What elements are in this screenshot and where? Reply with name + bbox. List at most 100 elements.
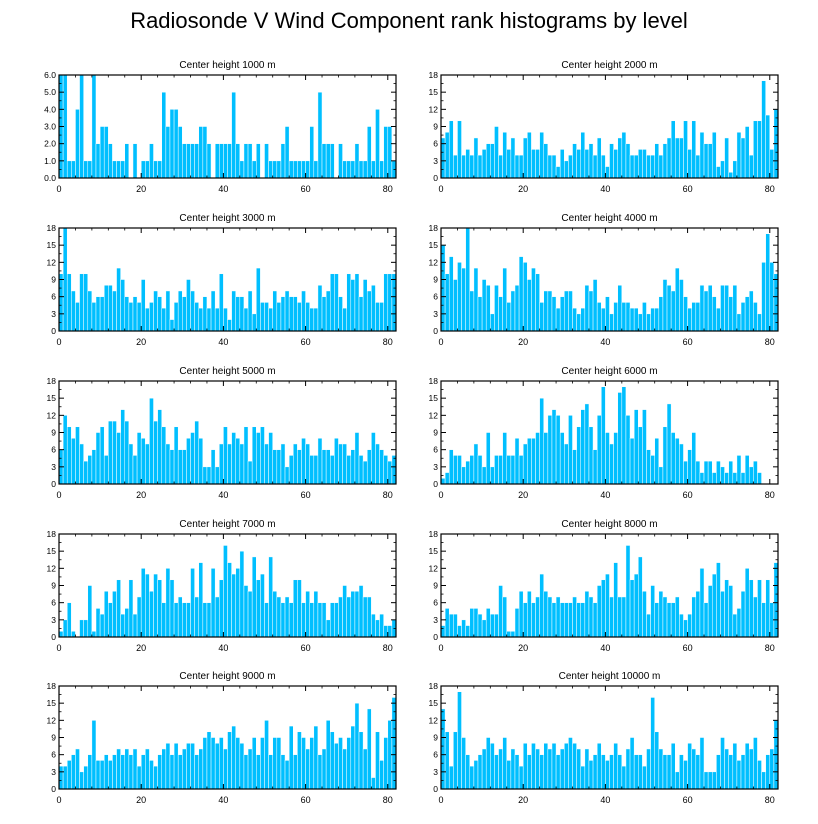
histogram-bar	[186, 742, 191, 790]
histogram-bar	[132, 296, 138, 332]
histogram-bar	[580, 307, 586, 332]
histogram-bar	[354, 432, 360, 485]
histogram-bar	[375, 302, 380, 332]
histogram-bar	[95, 432, 101, 485]
histogram-bar	[375, 731, 380, 790]
histogram-bar	[305, 748, 310, 790]
histogram-bar	[354, 273, 360, 332]
histogram-bar	[165, 742, 171, 790]
histogram-bar	[214, 307, 220, 332]
histogram-bar	[658, 466, 664, 485]
histogram-bar	[535, 596, 540, 638]
histogram-bar	[699, 568, 705, 638]
histogram-bar	[103, 284, 109, 332]
histogram-bar	[358, 585, 364, 638]
histogram-bar	[740, 302, 746, 332]
histogram-bar	[531, 602, 536, 638]
histogram-bar	[198, 748, 204, 790]
histogram-bar	[338, 737, 343, 790]
histogram-bar	[297, 731, 302, 790]
histogram-bar	[112, 420, 117, 485]
histogram-bar	[498, 154, 503, 179]
histogram-bar	[62, 765, 68, 790]
histogram-bar	[297, 579, 302, 638]
histogram-bar	[366, 708, 372, 790]
histogram-bar	[276, 596, 282, 638]
histogram-bar	[473, 608, 479, 638]
histogram-bar	[740, 754, 746, 790]
histogram-bar	[128, 443, 134, 485]
histogram-bar	[251, 313, 257, 332]
x-tick-label: 80	[383, 643, 393, 653]
histogram-bar	[182, 748, 187, 790]
histogram-bar	[297, 449, 302, 485]
histogram-bar	[514, 608, 520, 638]
histogram-bar	[132, 748, 138, 790]
histogram-bar	[773, 562, 779, 638]
histogram-bar	[223, 426, 228, 485]
histogram-bar	[621, 386, 627, 485]
histogram-bar	[116, 432, 121, 485]
histogram-bar	[555, 415, 561, 485]
histogram-bar	[736, 131, 742, 179]
histogram-bar	[305, 302, 310, 332]
histogram-bar	[346, 273, 352, 332]
histogram-bar	[683, 619, 688, 638]
histogram-bar	[728, 754, 734, 790]
histogram-bar	[753, 120, 758, 179]
histogram-bar	[305, 160, 310, 179]
histogram-bar	[260, 302, 265, 332]
histogram-bar	[502, 131, 508, 179]
histogram-bar	[153, 420, 158, 485]
histogram-bar	[251, 426, 257, 485]
histogram-bar	[580, 602, 586, 638]
histogram-bar	[108, 143, 113, 179]
histogram-bar	[317, 754, 323, 790]
histogram-bar	[621, 596, 627, 638]
histogram-bar	[58, 631, 64, 638]
histogram-bar	[596, 302, 602, 332]
histogram-bar	[362, 279, 368, 332]
histogram-bar	[720, 284, 725, 332]
histogram-bar	[490, 742, 495, 790]
chart-panel: Center height 8000 m 0 3 6 9 12 15 18 0 20 40 60 80	[429, 519, 779, 653]
y-tick-label: 12	[429, 410, 439, 420]
histogram-bar	[284, 290, 290, 332]
histogram-bar	[202, 466, 208, 485]
histogram-bar	[161, 307, 167, 332]
histogram-bar	[522, 742, 528, 790]
histogram-bar	[293, 296, 298, 332]
histogram-bar	[666, 137, 672, 179]
histogram-bar	[206, 143, 212, 179]
x-tick-label: 20	[518, 337, 528, 347]
histogram-bar	[527, 279, 532, 332]
histogram-bar	[453, 154, 458, 179]
histogram-bar	[75, 426, 80, 485]
histogram-bar	[391, 697, 397, 790]
y-tick-label: 6.0	[44, 70, 56, 80]
histogram-bar	[202, 602, 208, 638]
y-tick-label: 9	[51, 733, 56, 743]
panel-title: Center height 4000 m	[561, 213, 657, 224]
histogram-bar	[190, 742, 195, 790]
histogram-bar	[95, 296, 101, 332]
histogram-bar	[128, 754, 134, 790]
histogram-bar	[703, 602, 709, 638]
histogram-bar	[165, 290, 171, 332]
histogram-bar	[683, 120, 688, 179]
histogram-bar	[485, 432, 491, 485]
histogram-bar	[461, 154, 466, 179]
histogram-bar	[687, 307, 692, 332]
histogram-bar	[728, 460, 734, 485]
histogram-bar	[120, 754, 126, 790]
y-tick-label: 4.0	[44, 104, 56, 114]
histogram-bar	[350, 590, 356, 638]
histogram-bar	[461, 619, 466, 638]
histogram-bar	[469, 455, 475, 485]
chart-panel: Center height 5000 m 0 3 6 9 12 15 18 0 20 40 60 80	[47, 366, 397, 500]
histogram-bar	[707, 771, 713, 790]
histogram-bar	[502, 267, 508, 332]
histogram-bar	[748, 466, 754, 485]
histogram-bar	[527, 437, 532, 485]
x-tick-label: 20	[136, 490, 146, 500]
